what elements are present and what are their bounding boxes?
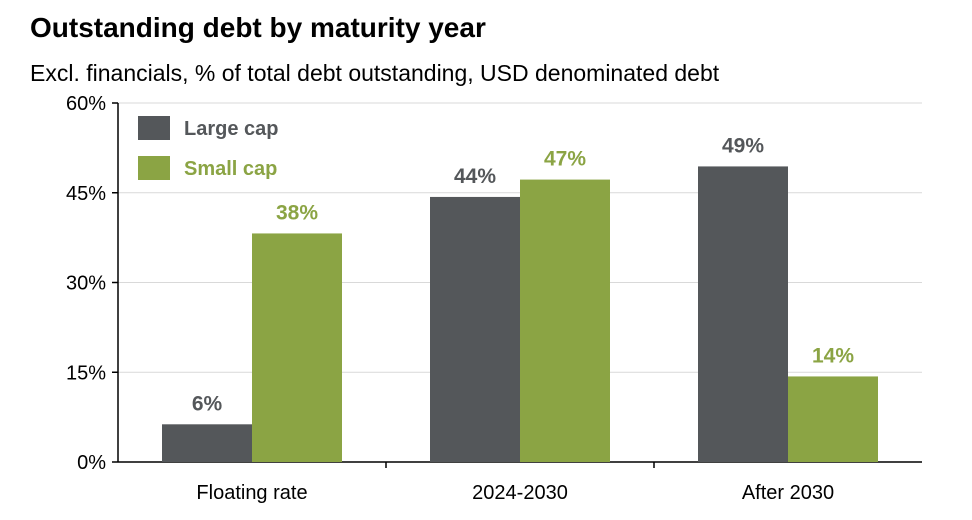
y-tick-label: 15%	[66, 362, 106, 384]
y-tick-label: 60%	[66, 93, 106, 115]
data-label: 49%	[722, 134, 764, 157]
data-label: 14%	[812, 344, 854, 367]
x-tick-label: Floating rate	[196, 482, 307, 504]
y-tick-label: 45%	[66, 183, 106, 205]
data-label: 44%	[454, 165, 496, 188]
data-label: 38%	[276, 201, 318, 224]
data-labels: 6% 38% 44% 47% 49% 14%	[192, 134, 855, 415]
legend-label: Small cap	[184, 158, 277, 180]
bar-small-cap	[252, 233, 342, 462]
bar-large-cap	[430, 196, 520, 462]
bar-large-cap	[698, 166, 788, 462]
legend: Large cap Small cap	[138, 116, 278, 180]
y-tick-label: 30%	[66, 273, 106, 295]
bar-small-cap	[520, 179, 610, 462]
bar-large-cap	[162, 424, 252, 462]
x-tick-label: After 2030	[742, 482, 834, 504]
legend-swatch	[138, 116, 170, 140]
x-tick-label: 2024-2030	[472, 482, 568, 504]
bars	[162, 166, 878, 462]
legend-label: Large cap	[184, 118, 278, 140]
legend-swatch	[138, 156, 170, 180]
data-label: 6%	[192, 392, 223, 415]
chart-subtitle: Excl. financials, % of total debt outsta…	[30, 60, 720, 86]
y-tick-label: 0%	[77, 452, 106, 474]
chart-title: Outstanding debt by maturity year	[30, 12, 486, 43]
bar-small-cap	[788, 376, 878, 462]
data-label: 47%	[544, 148, 586, 171]
